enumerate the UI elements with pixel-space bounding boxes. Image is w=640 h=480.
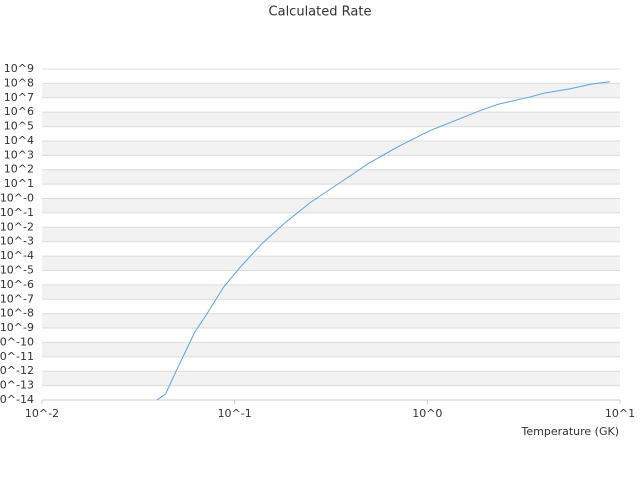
- grid-band: [42, 83, 620, 98]
- y-tick-label: 10^-0: [0, 192, 34, 205]
- x-axis-label: Temperature (GK): [521, 425, 620, 438]
- grid-band: [42, 140, 620, 156]
- grid-band: [42, 112, 620, 127]
- y-tick-label: 10^-2: [0, 220, 34, 233]
- grid-band: [42, 284, 620, 300]
- line: [156, 81, 611, 401]
- y-tick-label: 10^5: [4, 120, 34, 133]
- y-tick-label: 10^7: [4, 91, 34, 104]
- y-tick-label: 10^-7: [0, 292, 34, 305]
- grid-band: [42, 342, 620, 357]
- grid: [42, 68, 620, 401]
- y-tick-label: 10^-14: [0, 393, 34, 406]
- y-tick-label: 10^3: [4, 148, 34, 161]
- grid-band: [42, 169, 620, 185]
- y-tick-label: 10^-5: [0, 263, 34, 276]
- y-tick-label: 10^-4: [0, 249, 34, 262]
- y-tick-label: 10^-10: [0, 335, 34, 348]
- x-tick-label: 10^0: [412, 407, 442, 420]
- x-tick-label: 10^-1: [218, 407, 252, 420]
- y-tick-label: 10^-13: [0, 379, 34, 392]
- x-tick-label: 10^1: [605, 407, 635, 420]
- grid-band: [42, 371, 620, 386]
- y-tick-label: 10^9: [4, 62, 34, 75]
- y-tick-label: 10^-8: [0, 307, 34, 320]
- chart-title: Calculated Rate: [269, 5, 372, 20]
- y-tick-label: 10^-3: [0, 235, 34, 248]
- y-tick-label: 10^4: [4, 134, 34, 147]
- y-tick-label: 10^-12: [0, 364, 34, 377]
- y-tick-label: 10^-11: [0, 350, 34, 363]
- grid-band: [42, 256, 620, 271]
- y-tick-label: 10^2: [4, 163, 34, 176]
- x-tick-label: 10^-2: [25, 407, 59, 420]
- y-tick-label: 10^8: [4, 76, 34, 89]
- grid-band: [42, 313, 620, 329]
- grid-band: [42, 227, 620, 242]
- grid-band: [42, 198, 620, 213]
- y-tick-label: 10^-6: [0, 278, 34, 291]
- y-tick-label: 10^-9: [0, 321, 34, 334]
- y-tick-label: 10^6: [4, 105, 34, 118]
- y-tick-label: 10^1: [4, 177, 34, 190]
- y-tick-label: 10^-1: [0, 206, 34, 219]
